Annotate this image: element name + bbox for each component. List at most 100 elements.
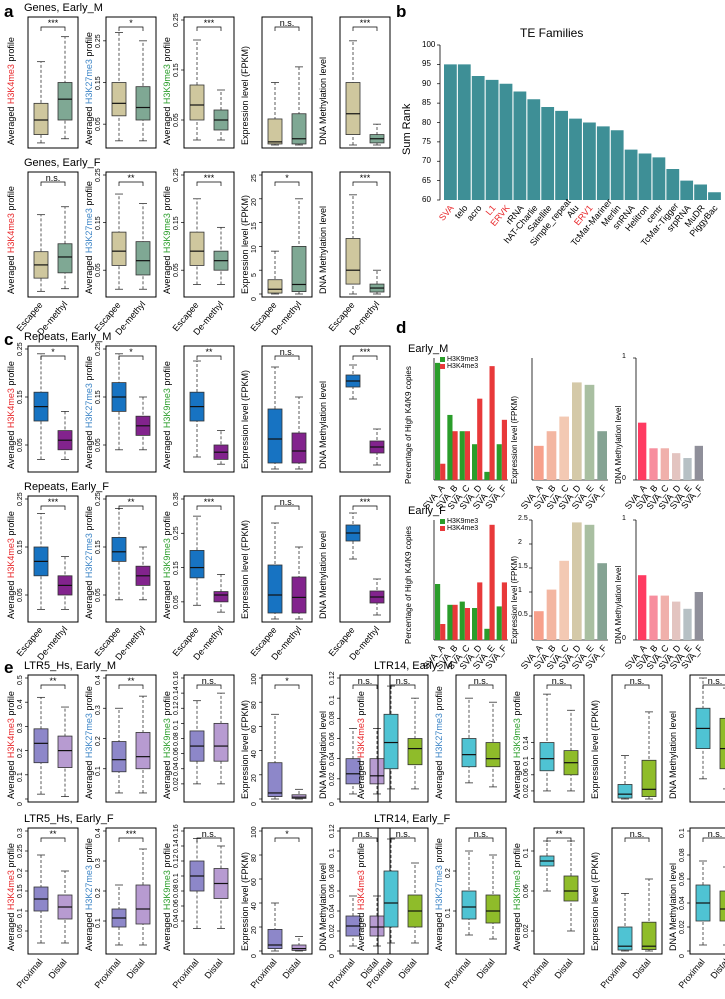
box-distal — [719, 890, 725, 922]
bar-value — [694, 445, 703, 480]
bar-value — [649, 595, 658, 640]
significance-label: n.s. — [629, 829, 645, 839]
y-axis-label: Averaged H3K4me3 profile — [6, 186, 16, 294]
y-tick-label: 0.15 — [17, 390, 24, 404]
box-proximal — [345, 758, 361, 785]
te-family-bar — [485, 79, 499, 200]
y-tick-label: 80 — [251, 854, 258, 862]
y-axis-label: Averaged H3K4me3 profile — [6, 691, 16, 799]
ylabel-mark: H3K9me3 — [512, 870, 522, 911]
significance-label: *** — [359, 347, 371, 357]
te-family-bar — [527, 99, 541, 200]
y-axis-label: Averaged H3K4me3 profile — [356, 843, 366, 951]
plot-frame — [105, 171, 157, 298]
bar-h3k4me3 — [452, 604, 458, 640]
y-tick-label: 0.15 — [173, 215, 180, 230]
group-title: Genes, Early_M — [24, 2, 103, 14]
plot-frame — [339, 495, 391, 623]
y-axis-label: Averaged H3K4me3 profile — [6, 511, 16, 619]
significance-bracket — [40, 26, 66, 31]
y-tick-label: 0.1 — [329, 695, 336, 706]
y-axis-label: Expression level (FPKM) — [240, 699, 250, 799]
y-tick-label: 95 — [422, 59, 431, 69]
y-axis-label: Averaged H3K27me3 profile — [84, 32, 94, 145]
significance-bracket — [352, 181, 378, 186]
significance-bracket — [196, 505, 222, 510]
significance-label: n.s. — [473, 829, 489, 839]
y-tick-label: 0.12 — [173, 854, 180, 868]
significance-bracket — [118, 355, 144, 360]
plot-frame — [689, 674, 725, 803]
y-axis-label: DNA Methylation level — [318, 380, 328, 469]
y-tick-label: 0.08 — [173, 884, 180, 898]
y-axis-label: DNA Methylation level — [318, 205, 328, 294]
panel-label-a: a — [4, 2, 14, 21]
bar-value — [572, 522, 582, 640]
significance-bracket — [546, 684, 572, 689]
te-family-bar — [541, 107, 555, 200]
plot-frame — [183, 16, 235, 149]
significance-label: *** — [203, 173, 215, 183]
te-family-bar — [694, 184, 707, 200]
box-proximal — [461, 890, 477, 920]
bar-value — [546, 589, 557, 640]
significance-bracket — [40, 355, 66, 360]
plot-frame — [455, 827, 507, 955]
significance-label: n.s. — [279, 347, 295, 357]
y-tick-label: 0.1 — [445, 908, 452, 918]
significance-bracket — [40, 684, 66, 689]
significance-bracket — [702, 684, 725, 689]
y-tick-label: 0.1 — [17, 908, 24, 918]
y-axis-label: Averaged H3K27me3 profile — [434, 686, 444, 799]
y-tick-label: 0.2 — [17, 868, 24, 878]
legend-entry: H3K9me3 — [440, 356, 478, 363]
legend-swatch — [440, 363, 445, 369]
plot-frame — [27, 16, 79, 149]
significance-bracket — [274, 684, 300, 689]
bar-h3k9me3 — [459, 601, 465, 640]
legend-entry: H3K4me3 — [440, 525, 478, 532]
y-tick-label: 0.08 — [679, 848, 686, 862]
plot-frame — [261, 345, 313, 473]
box-distal — [369, 915, 385, 937]
plot-frame — [27, 495, 79, 623]
box-demethyl — [291, 245, 307, 293]
plot-frame — [27, 674, 79, 803]
y-tick-label: 0.02 — [329, 924, 336, 938]
significance-bracket — [274, 26, 300, 31]
y-axis-label: DNA Methylation level — [614, 565, 623, 644]
bar-value — [672, 601, 681, 640]
significance-bracket — [40, 505, 66, 510]
ylabel-mark: H3K4me3 — [6, 213, 16, 254]
box-proximal — [383, 870, 399, 928]
plot-frame — [261, 495, 313, 623]
y-tick-label: 0 — [329, 802, 336, 806]
y-tick-label: 0.04 — [329, 752, 336, 766]
y-tick-label: 40 — [251, 902, 258, 910]
y-tick-label: 0.02 — [679, 920, 686, 934]
legend: H3K9me3 H3K4me3 — [440, 518, 478, 532]
chart-title: TE Families — [520, 26, 584, 40]
box-proximal — [383, 713, 399, 770]
y-tick-label: 100 — [251, 673, 258, 685]
box-distal — [213, 722, 229, 762]
ylabel-mark: H3K4me3 — [6, 64, 16, 105]
significance-label: * — [285, 829, 289, 839]
box-proximal — [539, 742, 555, 772]
panel-label-d: d — [396, 318, 407, 337]
y-tick-label: 0.15 — [95, 390, 102, 404]
y-tick-label: 0.05 — [95, 588, 102, 602]
significance-bracket — [274, 355, 300, 360]
y-axis-label: DNA Methylation level — [614, 405, 623, 484]
y-tick-label: 0.25 — [17, 342, 24, 356]
y-tick-label: 0 — [17, 802, 24, 806]
y-tick-label: 0.06 — [523, 884, 530, 898]
y-tick-label: 0.25 — [173, 526, 180, 541]
ylabel-mark: H3K27me3 — [84, 383, 94, 429]
y-tick-label: 0.14 — [173, 839, 180, 853]
box-proximal — [111, 741, 127, 773]
box-demethyl — [135, 241, 151, 276]
y-tick-label: 0.25 — [95, 168, 102, 182]
significance-label: ** — [127, 173, 135, 183]
group-title: Repeats, Early_F — [24, 481, 109, 493]
